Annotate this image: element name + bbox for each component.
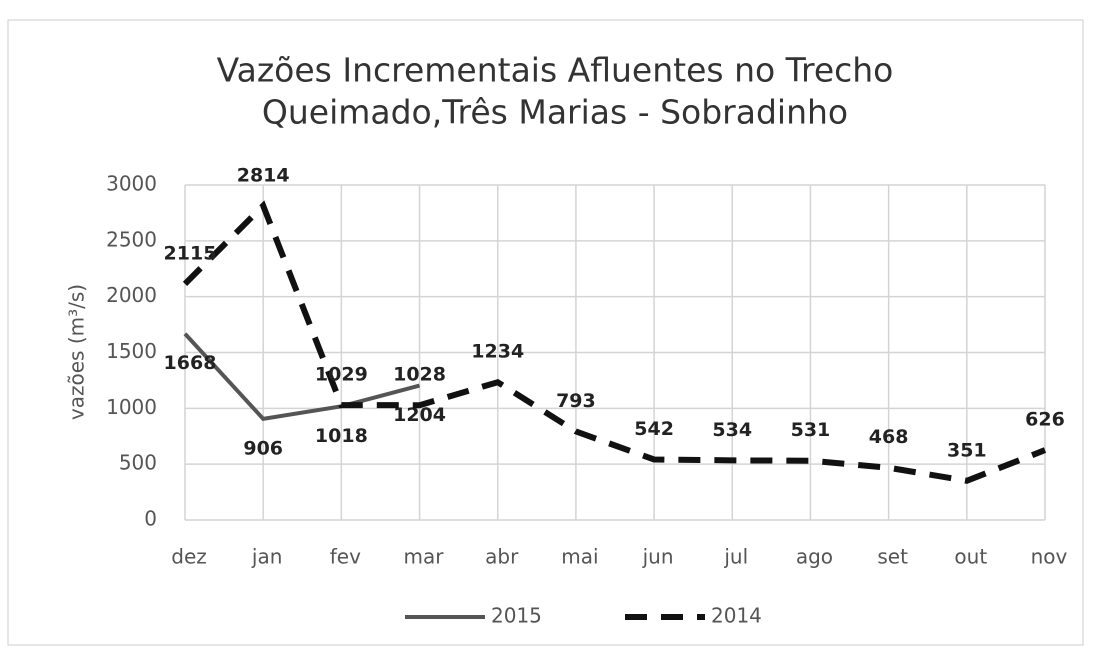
legend-label: 2014 (711, 604, 762, 628)
data-label: 468 (869, 426, 909, 448)
x-tick-label: dez (171, 545, 207, 569)
x-tick-label: fev (330, 545, 361, 569)
data-label: 1029 (315, 364, 368, 386)
chart-title: Vazões Incrementais Afluentes no Trecho (217, 51, 894, 90)
data-label: 2115 (164, 242, 217, 264)
x-tick-label: set (877, 545, 908, 569)
x-tick-label: abr (485, 545, 519, 569)
data-label: 534 (712, 419, 752, 441)
data-label: 626 (1025, 409, 1065, 431)
x-tick-label: ago (796, 545, 833, 569)
y-tick-label: 1000 (106, 395, 157, 419)
legend-label: 2015 (491, 604, 542, 628)
x-tick-label: mai (561, 545, 598, 569)
y-tick-label: 2000 (106, 283, 157, 307)
series-line (182, 200, 1047, 484)
x-tick-label: jan (251, 545, 283, 569)
data-label: 1668 (164, 352, 217, 374)
data-label: 542 (634, 418, 674, 440)
y-tick-label: 500 (119, 451, 157, 475)
y-tick-label: 1500 (106, 339, 157, 363)
data-label: 793 (556, 390, 596, 412)
x-tick-label: out (954, 545, 987, 569)
data-label: 351 (947, 439, 987, 461)
x-tick-label: jun (642, 545, 674, 569)
y-tick-label: 0 (144, 507, 157, 531)
y-tick-label: 3000 (106, 172, 157, 196)
data-label: 1028 (393, 364, 446, 386)
x-tick-label: mar (404, 545, 445, 569)
data-label: 2814 (237, 164, 290, 186)
data-label: 1018 (315, 425, 368, 447)
y-tick-label: 2500 (106, 227, 157, 251)
series-line (183, 332, 421, 421)
data-label: 531 (791, 419, 831, 441)
data-label: 1204 (393, 404, 446, 426)
data-label: 1234 (471, 341, 524, 363)
x-tick-label: jul (723, 545, 748, 569)
y-axis-label: vazões (m³/s) (65, 284, 89, 420)
x-tick-label: nov (1031, 545, 1068, 569)
data-label: 906 (243, 437, 283, 459)
chart-frame (7, 19, 1084, 646)
chart-title: Queimado,Três Marias - Sobradinho (262, 93, 848, 132)
